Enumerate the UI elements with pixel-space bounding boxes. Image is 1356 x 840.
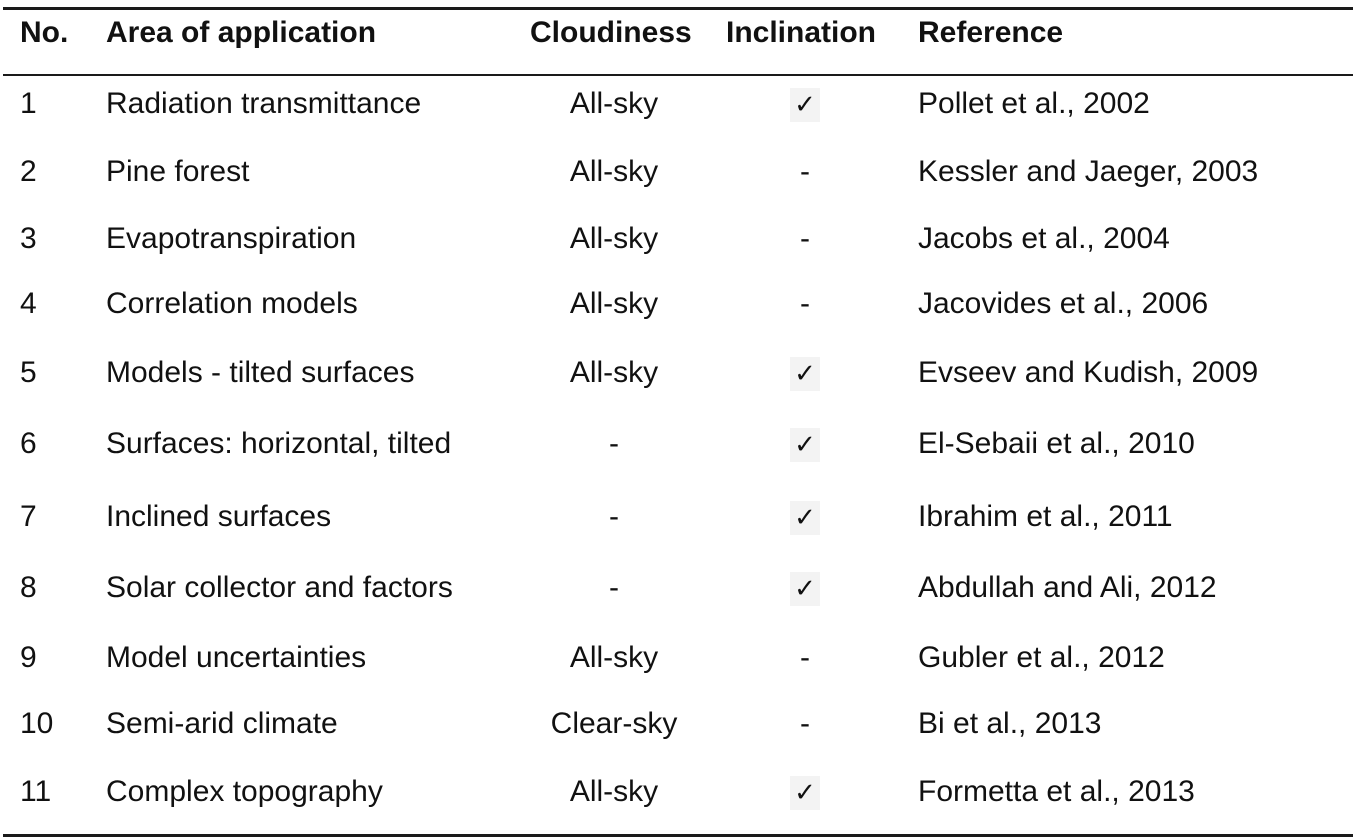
- table-row: 9 Model uncertainties All-sky - Gubler et al…: [0, 638, 1356, 678]
- table-row: 10 Semi-arid climate Clear-sky - Bi et al., …: [0, 704, 1356, 744]
- cell-reference: Bi et al., 2013: [918, 707, 1102, 740]
- cell-inclination: -: [800, 707, 810, 740]
- cell-reference: Gubler et al., 2012: [918, 641, 1165, 674]
- cell-area: Pine forest: [106, 155, 250, 188]
- cell-inclination: -: [800, 641, 810, 674]
- cell-inclination: ✓: [720, 568, 890, 608]
- cell-no: 8: [20, 571, 37, 604]
- cell-no: 1: [20, 87, 37, 120]
- cell-no: 2: [20, 155, 37, 188]
- cell-no: 6: [20, 427, 37, 460]
- cell-area: Solar collector and factors: [106, 571, 453, 604]
- table-row: 1 Radiation transmittance All-sky ✓ Pollet e…: [0, 84, 1356, 124]
- table-row: 11 Complex topography All-sky ✓ Formetta et …: [0, 772, 1356, 812]
- cell-reference: Jacovides et al., 2006: [918, 287, 1209, 320]
- cell-inclination: ✓: [720, 772, 890, 812]
- cell-inclination: -: [800, 155, 810, 188]
- table-row: 2 Pine forest All-sky - Kessler and Jaeger, …: [0, 152, 1356, 192]
- cell-cloudiness: All-sky: [569, 87, 659, 120]
- cell-area: Model uncertainties: [106, 641, 367, 674]
- cell-cloudiness: All-sky: [569, 641, 659, 674]
- check-mark-icon: ✓: [790, 572, 820, 606]
- header-inclination: Inclination: [726, 16, 876, 49]
- cell-reference: Pollet et al., 2002: [918, 87, 1150, 120]
- cell-cloudiness: All-sky: [569, 222, 659, 255]
- cell-no: 3: [20, 222, 37, 255]
- cell-no: 11: [20, 775, 52, 808]
- cell-area: Complex topography: [106, 775, 383, 808]
- check-mark-icon: ✓: [790, 88, 820, 122]
- table-row: 4 Correlation models All-sky - Jacovides et …: [0, 284, 1356, 324]
- cell-reference: Jacobs et al., 2004: [918, 222, 1170, 255]
- cell-reference: Kessler and Jaeger, 2003: [918, 155, 1259, 188]
- header-area: Area of application: [106, 16, 377, 49]
- check-mark-icon: ✓: [790, 776, 820, 810]
- cell-cloudiness: All-sky: [569, 356, 659, 389]
- table-header-rule: [3, 74, 1353, 76]
- cell-cloudiness: -: [609, 500, 619, 533]
- table-bottom-rule: [3, 834, 1353, 837]
- cell-no: 5: [20, 356, 37, 389]
- cell-inclination: -: [800, 222, 810, 255]
- table-header-row: No. Area of application Cloudiness Incli…: [0, 13, 1356, 53]
- cell-area: Correlation models: [106, 287, 358, 320]
- cell-no: 10: [20, 707, 54, 740]
- header-cloudiness: Cloudiness: [530, 16, 692, 49]
- cell-area: Surfaces: horizontal, tilted: [106, 427, 452, 460]
- cell-reference: Abdullah and Ali, 2012: [918, 571, 1217, 604]
- cell-area: Semi-arid climate: [106, 707, 338, 740]
- cell-cloudiness: Clear-sky: [550, 707, 678, 740]
- cell-inclination: ✓: [720, 84, 890, 124]
- table-row: 7 Inclined surfaces - ✓ Ibrahim et al., 2011: [0, 497, 1356, 537]
- cell-inclination: ✓: [720, 353, 890, 393]
- cell-reference: Ibrahim et al., 2011: [918, 500, 1173, 533]
- cell-cloudiness: All-sky: [569, 155, 659, 188]
- cell-cloudiness: -: [609, 427, 619, 460]
- cell-inclination: ✓: [720, 424, 890, 464]
- table-row: 8 Solar collector and factors - ✓ Abdullah a…: [0, 568, 1356, 608]
- table-row: 3 Evapotranspiration All-sky - Jacobs et al.…: [0, 219, 1356, 259]
- cell-reference: El-Sebaii et al., 2010: [918, 427, 1195, 460]
- header-no: No.: [20, 16, 69, 49]
- check-mark-icon: ✓: [790, 357, 820, 391]
- header-reference: Reference: [918, 16, 1064, 49]
- cell-cloudiness: All-sky: [569, 287, 659, 320]
- cell-inclination: ✓: [720, 497, 890, 537]
- cell-area: Radiation transmittance: [106, 87, 422, 120]
- cell-inclination: -: [800, 287, 810, 320]
- table-row: 6 Surfaces: horizontal, tilted - ✓ El-Sebaii…: [0, 424, 1356, 464]
- cell-area: Models - tilted surfaces: [106, 356, 415, 389]
- cell-no: 7: [20, 500, 37, 533]
- table-top-rule: [3, 7, 1353, 10]
- cell-reference: Evseev and Kudish, 2009: [918, 356, 1259, 389]
- cell-reference: Formetta et al., 2013: [918, 775, 1195, 808]
- cell-area: Evapotranspiration: [106, 222, 357, 255]
- cell-cloudiness: -: [609, 571, 619, 604]
- cell-cloudiness: All-sky: [569, 775, 659, 808]
- cell-no: 9: [20, 641, 37, 674]
- table-row: 5 Models - tilted surfaces All-sky ✓ Evseev …: [0, 353, 1356, 393]
- cell-area: Inclined surfaces: [106, 500, 332, 533]
- check-mark-icon: ✓: [790, 428, 820, 462]
- check-mark-icon: ✓: [790, 501, 820, 535]
- cell-no: 4: [20, 287, 37, 320]
